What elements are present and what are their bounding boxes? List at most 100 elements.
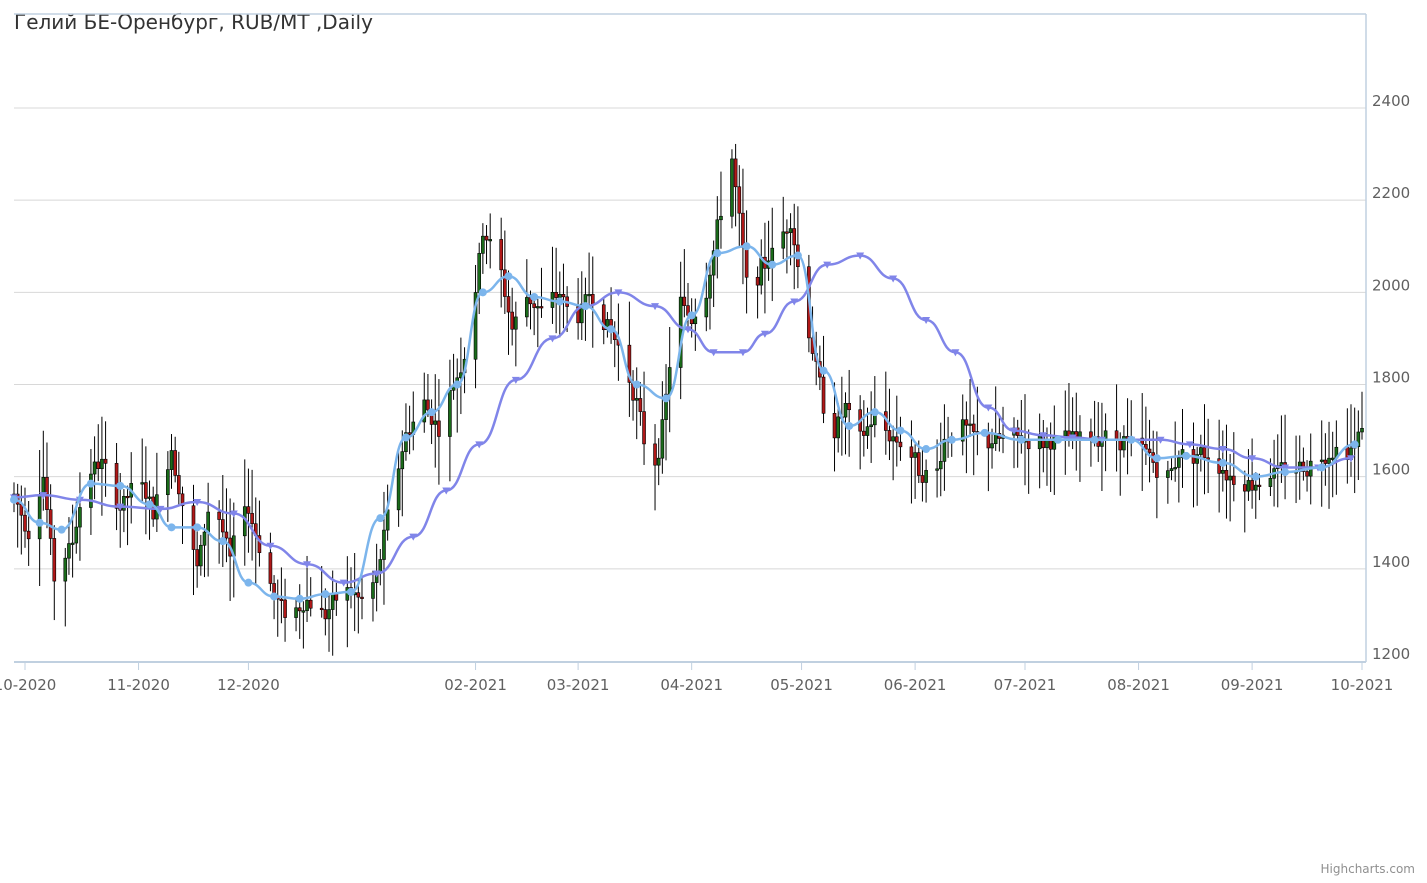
y-tick-label: 1800	[1372, 369, 1410, 387]
candle-body	[1323, 459, 1328, 464]
candle-body	[177, 475, 181, 495]
candle-body	[730, 158, 734, 217]
candle-body	[96, 461, 101, 469]
candle-body	[1199, 447, 1203, 455]
candle-body	[396, 468, 401, 511]
candle-body	[1206, 457, 1210, 460]
candle-body	[382, 529, 386, 560]
candle-body	[1118, 440, 1123, 451]
candle-body	[788, 228, 793, 233]
ma-fast-marker	[270, 592, 279, 601]
candle-body	[180, 493, 185, 507]
candle-body	[481, 235, 485, 254]
ma-fast-marker	[1127, 435, 1136, 444]
ma-fast-marker	[347, 587, 355, 596]
ma-fast-marker	[427, 408, 436, 417]
candlestick-series[interactable]	[12, 143, 1364, 656]
ma-fast-marker	[376, 514, 385, 523]
candle-body	[1224, 470, 1229, 481]
ma-slow-marker	[984, 404, 993, 412]
candle-body	[48, 509, 53, 539]
ma-slow-marker	[1281, 464, 1290, 472]
candle-body	[1173, 467, 1177, 470]
candle-body	[268, 552, 273, 584]
candle-body	[220, 519, 225, 533]
candle-body	[913, 452, 917, 458]
ma-fast-marker	[1350, 440, 1359, 449]
candle-body	[360, 596, 364, 599]
candle-body	[1268, 477, 1273, 487]
ma-slow-marker	[1039, 432, 1048, 440]
candle-body	[1195, 454, 1199, 464]
candle-body	[1122, 436, 1126, 451]
ma-fast-marker	[504, 272, 513, 281]
ma-slow-marker	[1156, 436, 1165, 444]
candle-body	[924, 470, 928, 483]
ma-slow-marker	[266, 542, 275, 550]
x-tick-label: 06-2021	[884, 676, 947, 694]
candle-body	[971, 423, 976, 432]
candle-body	[653, 443, 657, 466]
candle-body	[407, 432, 412, 435]
y-tick-label: 2200	[1372, 184, 1410, 202]
candle-body	[477, 253, 482, 293]
candle-body	[1242, 484, 1247, 492]
ma-fast-marker	[555, 297, 564, 306]
ma-slow-marker	[339, 579, 348, 587]
candle-body	[1202, 447, 1207, 459]
x-tick-label: 09-2021	[1221, 676, 1284, 694]
ma-fast-marker	[35, 518, 44, 527]
candle-body	[279, 598, 284, 601]
candle-body	[536, 306, 540, 309]
ma-fast-series[interactable]	[10, 242, 1359, 603]
candle-body	[100, 458, 104, 469]
ma-slow-marker	[229, 510, 238, 518]
ma-slow-marker	[156, 505, 165, 513]
ma-slow-marker	[1068, 434, 1077, 442]
candle-body	[1319, 459, 1324, 462]
candle-body	[330, 593, 335, 610]
candle-body	[26, 530, 31, 540]
ma-fast-marker	[980, 428, 989, 437]
ma-fast-marker	[1281, 468, 1290, 477]
candle-body	[832, 413, 837, 439]
candle-body	[1279, 462, 1284, 466]
candle-body	[781, 231, 786, 249]
ma-slow-marker	[823, 261, 832, 269]
ma-fast-marker	[896, 426, 905, 435]
candle-body	[909, 446, 914, 458]
candle-body	[847, 402, 851, 411]
ma-fast-marker	[1218, 458, 1227, 467]
candle-body	[206, 511, 210, 533]
candle-body	[898, 441, 903, 448]
candle-body	[1026, 440, 1031, 450]
candle-body	[1257, 484, 1262, 487]
candle-body	[1063, 430, 1068, 437]
x-tick-label: 11-2020	[107, 676, 170, 694]
ma-slow-marker	[760, 330, 769, 338]
candle-body	[836, 416, 840, 439]
axes: 1200 1400 1600 1800 2000 2200 2400 10-2020 11-20…	[0, 13, 1410, 694]
candle-body	[404, 432, 408, 452]
candle-body	[294, 607, 298, 618]
ma-slow-line	[13, 254, 1352, 584]
candle-body	[297, 607, 302, 612]
candle-body	[1253, 484, 1258, 491]
candle-body	[964, 419, 969, 426]
ma-fast-marker	[870, 408, 879, 417]
candle-body	[506, 296, 511, 313]
ma-fast-marker	[116, 481, 125, 490]
ma-fast-marker	[295, 594, 304, 603]
candle-body	[67, 543, 71, 559]
candle-body	[1231, 475, 1236, 485]
candle-body	[744, 247, 749, 278]
candle-body	[1356, 431, 1361, 448]
candle-body	[144, 482, 148, 499]
credits-link[interactable]: Highcharts.com	[1320, 862, 1415, 876]
candle-body	[587, 294, 591, 297]
ma-fast-marker	[607, 325, 616, 334]
candle-body	[711, 250, 716, 276]
candle-body	[125, 496, 130, 499]
candle-body	[920, 475, 925, 483]
